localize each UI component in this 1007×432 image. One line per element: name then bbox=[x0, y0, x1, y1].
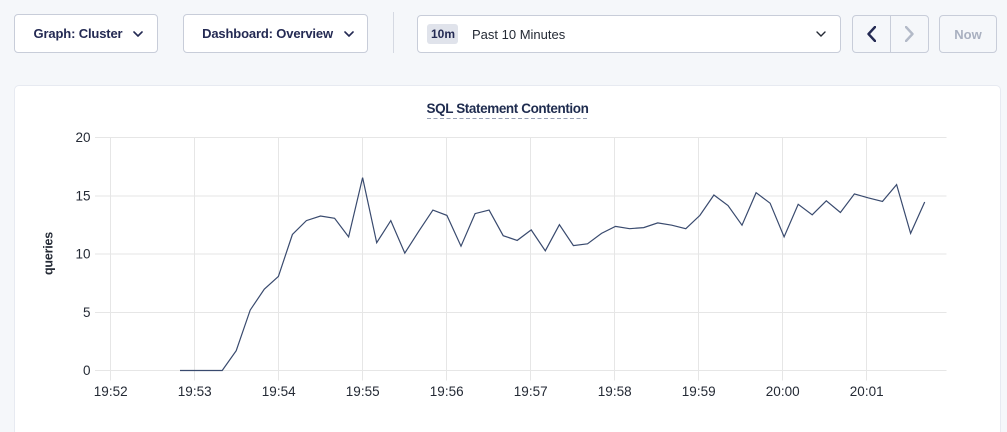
svg-text:19:57: 19:57 bbox=[514, 384, 548, 399]
svg-text:19:52: 19:52 bbox=[94, 384, 128, 399]
svg-text:20: 20 bbox=[75, 130, 90, 145]
svg-text:0: 0 bbox=[83, 363, 91, 378]
svg-text:10: 10 bbox=[75, 247, 90, 262]
svg-text:19:58: 19:58 bbox=[598, 384, 632, 399]
svg-text:15: 15 bbox=[75, 188, 90, 203]
svg-text:5: 5 bbox=[83, 305, 91, 320]
svg-text:19:55: 19:55 bbox=[346, 384, 380, 399]
svg-text:20:00: 20:00 bbox=[766, 384, 800, 399]
svg-text:19:54: 19:54 bbox=[262, 384, 296, 399]
svg-text:19:53: 19:53 bbox=[178, 384, 212, 399]
svg-text:queries: queries bbox=[42, 232, 56, 275]
svg-text:19:56: 19:56 bbox=[430, 384, 464, 399]
svg-text:20:01: 20:01 bbox=[850, 384, 884, 399]
svg-text:19:59: 19:59 bbox=[682, 384, 716, 399]
